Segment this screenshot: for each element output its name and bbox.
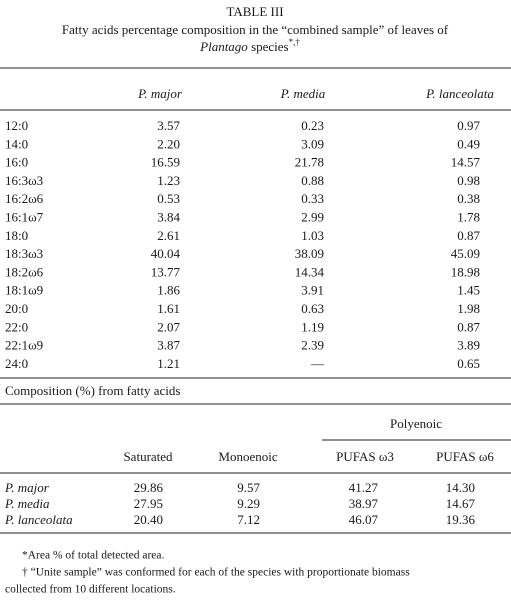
row-label: 22:0 bbox=[5, 319, 28, 334]
caption: Fatty acids percentage composition in th… bbox=[62, 22, 449, 37]
cell: 2.20 bbox=[157, 136, 180, 151]
cell: 21.78 bbox=[295, 155, 324, 170]
cell: 3.09 bbox=[301, 136, 324, 151]
row-label: P. media bbox=[4, 496, 50, 511]
cell: 18.98 bbox=[451, 264, 480, 279]
cell: 3.87 bbox=[157, 338, 180, 353]
cell: 14.30 bbox=[446, 480, 475, 495]
cell: 0.63 bbox=[301, 301, 324, 316]
row-label: 16:0 bbox=[5, 155, 28, 170]
cell: 0.33 bbox=[301, 191, 324, 206]
cell: 1.03 bbox=[301, 228, 324, 243]
column-header: Monoenoic bbox=[218, 449, 277, 464]
cell: 9.57 bbox=[237, 480, 260, 495]
column-header: P. media bbox=[280, 86, 326, 101]
cell: — bbox=[310, 356, 325, 371]
cell: 1.86 bbox=[157, 283, 180, 298]
row-label: 18:3ω3 bbox=[5, 246, 43, 261]
column-header: P. lanceolata bbox=[425, 86, 494, 101]
caption-rest: species bbox=[251, 39, 289, 54]
caption-line2: Plantago species*,† bbox=[199, 37, 300, 54]
cell: 45.09 bbox=[451, 246, 480, 261]
cell: 1.98 bbox=[457, 301, 480, 316]
cell: 14.57 bbox=[451, 155, 481, 170]
cell: 0.49 bbox=[457, 136, 480, 151]
footnote: † “Unite sample” was conformed for each … bbox=[22, 567, 410, 579]
cell: 29.86 bbox=[134, 480, 164, 495]
cell: 7.12 bbox=[237, 512, 260, 527]
column-header: PUFAS ω3 bbox=[336, 449, 394, 464]
column-header: P. major bbox=[137, 86, 183, 101]
cell: 1.21 bbox=[157, 356, 180, 371]
cell: 0.87 bbox=[457, 319, 480, 334]
cell: 1.19 bbox=[301, 319, 324, 334]
cell: 0.65 bbox=[457, 356, 480, 371]
cell: 2.07 bbox=[157, 319, 180, 334]
row-label: 14:0 bbox=[5, 136, 28, 151]
cell: 3.91 bbox=[301, 283, 324, 298]
row-label: 16:3ω3 bbox=[5, 173, 43, 188]
row-label: 24:0 bbox=[5, 356, 28, 371]
cell: 13.77 bbox=[151, 264, 181, 279]
cell: 38.09 bbox=[295, 246, 324, 261]
cell: 0.97 bbox=[457, 118, 480, 133]
cell: 19.36 bbox=[446, 512, 476, 527]
cell: 1.61 bbox=[157, 301, 180, 316]
cell: 0.87 bbox=[457, 228, 480, 243]
cell: 41.27 bbox=[349, 480, 379, 495]
cell: 0.88 bbox=[301, 173, 324, 188]
cell: 14.34 bbox=[295, 264, 325, 279]
cell: 2.61 bbox=[157, 228, 180, 243]
row-label: P. major bbox=[4, 480, 50, 495]
section-heading: Composition (%) from fatty acids bbox=[5, 383, 180, 398]
column-header: PUFAS ω6 bbox=[436, 449, 494, 464]
cell: 27.95 bbox=[134, 496, 163, 511]
footnote: *Area % of total detected area. bbox=[22, 550, 165, 562]
cell: 40.04 bbox=[151, 246, 181, 261]
row-label: 22:1ω9 bbox=[5, 338, 43, 353]
row-label: 18:2ω6 bbox=[5, 264, 44, 279]
cell: 3.84 bbox=[157, 209, 180, 224]
row-label: 18:0 bbox=[5, 228, 28, 243]
row-label: 12:0 bbox=[5, 118, 28, 133]
cell: 1.78 bbox=[457, 209, 480, 224]
row-label: P. lanceolata bbox=[4, 512, 73, 527]
cell: 0.23 bbox=[301, 118, 324, 133]
cell: 1.23 bbox=[157, 173, 180, 188]
cell: 3.57 bbox=[157, 118, 180, 133]
cell: 38.97 bbox=[349, 496, 379, 511]
table-title: TABLE III bbox=[226, 4, 283, 19]
cell: 2.99 bbox=[301, 209, 324, 224]
group-header: Polyenoic bbox=[390, 416, 442, 431]
cell: 0.98 bbox=[457, 173, 480, 188]
caption-marks: *,† bbox=[289, 37, 301, 47]
cell: 14.67 bbox=[446, 496, 476, 511]
cell: 1.45 bbox=[457, 283, 480, 298]
caption-genus: Plantago bbox=[199, 39, 248, 54]
row-label: 16:2ω6 bbox=[5, 191, 44, 206]
cell: 3.89 bbox=[457, 338, 480, 353]
row-label: 16:1ω7 bbox=[5, 209, 44, 224]
cell: 9.29 bbox=[237, 496, 260, 511]
row-label: 20:0 bbox=[5, 301, 28, 316]
footnote: collected from 10 different locations. bbox=[5, 584, 176, 596]
row-label: 18:1ω9 bbox=[5, 283, 43, 298]
column-header: Saturated bbox=[123, 449, 173, 464]
cell: 20.40 bbox=[134, 512, 163, 527]
cell: 2.39 bbox=[301, 338, 324, 353]
cell: 0.53 bbox=[157, 191, 180, 206]
cell: 0.38 bbox=[457, 191, 480, 206]
cell: 46.07 bbox=[349, 512, 379, 527]
cell: 16.59 bbox=[151, 155, 180, 170]
